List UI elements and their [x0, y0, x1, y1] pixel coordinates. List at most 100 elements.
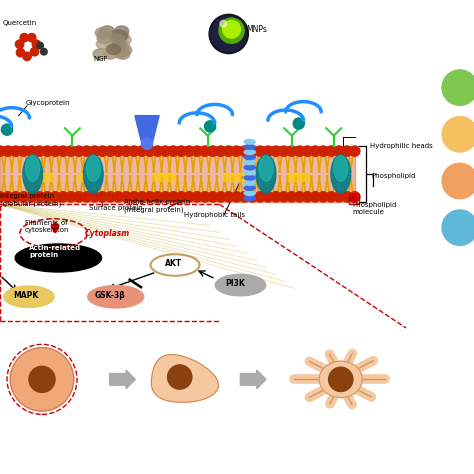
- Circle shape: [37, 42, 44, 49]
- Circle shape: [176, 191, 186, 202]
- Text: GSK-3β: GSK-3β: [94, 291, 125, 300]
- Circle shape: [326, 191, 336, 202]
- Circle shape: [153, 191, 163, 202]
- Ellipse shape: [244, 139, 255, 144]
- Ellipse shape: [112, 39, 127, 49]
- Ellipse shape: [113, 43, 128, 53]
- Text: Hydrophilic heads: Hydrophilic heads: [370, 143, 433, 149]
- Circle shape: [223, 146, 234, 156]
- Ellipse shape: [115, 31, 129, 41]
- Circle shape: [208, 146, 218, 156]
- Ellipse shape: [110, 42, 124, 53]
- Circle shape: [15, 40, 24, 48]
- Text: Hydrophobic tails: Hydrophobic tails: [184, 212, 246, 219]
- Circle shape: [220, 20, 227, 27]
- Circle shape: [18, 191, 29, 202]
- Circle shape: [255, 146, 265, 156]
- Circle shape: [294, 146, 305, 156]
- Circle shape: [442, 163, 474, 199]
- Circle shape: [223, 20, 240, 38]
- Ellipse shape: [244, 181, 255, 185]
- Circle shape: [90, 146, 100, 156]
- Circle shape: [342, 146, 352, 156]
- Circle shape: [216, 191, 226, 202]
- Ellipse shape: [103, 49, 117, 59]
- Circle shape: [192, 146, 202, 156]
- Ellipse shape: [151, 255, 199, 275]
- Circle shape: [145, 146, 155, 156]
- Circle shape: [97, 146, 108, 156]
- Text: Glycoprotein: Glycoprotein: [26, 100, 70, 106]
- Circle shape: [351, 196, 357, 202]
- Ellipse shape: [113, 31, 128, 41]
- Ellipse shape: [256, 155, 276, 193]
- Circle shape: [184, 146, 194, 156]
- Circle shape: [184, 191, 194, 202]
- Text: Actin-related
protein: Actin-related protein: [29, 245, 82, 258]
- Circle shape: [216, 146, 226, 156]
- Text: Filaments of
cytoskeleton: Filaments of cytoskeleton: [25, 220, 69, 233]
- Text: Integral protein
(globular protein): Integral protein (globular protein): [0, 193, 62, 207]
- Ellipse shape: [107, 44, 120, 55]
- Text: AKT: AKT: [165, 259, 182, 268]
- Circle shape: [121, 146, 131, 156]
- Ellipse shape: [96, 39, 110, 49]
- Circle shape: [176, 146, 186, 156]
- Ellipse shape: [86, 155, 100, 181]
- Ellipse shape: [244, 145, 255, 149]
- Circle shape: [219, 18, 244, 43]
- Bar: [153, 174, 173, 182]
- Circle shape: [1, 124, 13, 135]
- Circle shape: [27, 34, 36, 42]
- Circle shape: [318, 191, 328, 202]
- Circle shape: [66, 191, 76, 202]
- Text: Phospholipid: Phospholipid: [371, 173, 416, 179]
- Text: Alpha-helix protein
(integral protein): Alpha-helix protein (integral protein): [124, 200, 190, 213]
- Circle shape: [141, 138, 153, 149]
- Circle shape: [160, 146, 171, 156]
- Circle shape: [350, 146, 360, 156]
- Circle shape: [66, 146, 76, 156]
- Ellipse shape: [83, 155, 103, 193]
- Ellipse shape: [244, 165, 255, 170]
- Circle shape: [50, 191, 60, 202]
- Ellipse shape: [109, 31, 123, 41]
- Ellipse shape: [244, 191, 255, 195]
- Circle shape: [168, 365, 192, 389]
- Circle shape: [326, 146, 336, 156]
- Ellipse shape: [100, 26, 114, 36]
- Circle shape: [34, 146, 45, 156]
- Circle shape: [302, 146, 312, 156]
- Ellipse shape: [97, 33, 111, 43]
- Circle shape: [10, 347, 74, 411]
- Circle shape: [3, 146, 13, 156]
- Circle shape: [334, 146, 344, 156]
- Circle shape: [82, 146, 92, 156]
- Circle shape: [27, 146, 36, 156]
- Circle shape: [263, 191, 273, 202]
- Ellipse shape: [116, 46, 130, 56]
- Circle shape: [239, 146, 249, 156]
- Text: NGF: NGF: [93, 55, 108, 62]
- Ellipse shape: [105, 36, 124, 51]
- Ellipse shape: [98, 29, 112, 39]
- Circle shape: [34, 191, 45, 202]
- Circle shape: [160, 191, 171, 202]
- Bar: [289, 174, 309, 182]
- Ellipse shape: [118, 45, 132, 55]
- Circle shape: [168, 191, 179, 202]
- Circle shape: [145, 191, 155, 202]
- Circle shape: [328, 367, 353, 392]
- Circle shape: [442, 210, 474, 246]
- Ellipse shape: [88, 285, 144, 308]
- Circle shape: [271, 191, 281, 202]
- Circle shape: [287, 191, 297, 202]
- Ellipse shape: [215, 274, 265, 296]
- Ellipse shape: [244, 196, 255, 201]
- Bar: [223, 174, 244, 182]
- Ellipse shape: [244, 160, 255, 164]
- Circle shape: [263, 146, 273, 156]
- Circle shape: [0, 191, 5, 202]
- Ellipse shape: [109, 43, 123, 54]
- Ellipse shape: [244, 170, 255, 175]
